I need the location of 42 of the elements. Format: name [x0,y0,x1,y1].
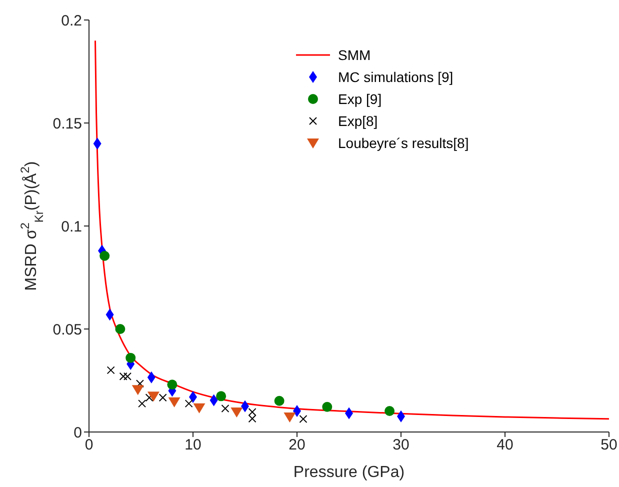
x-tick-label: 30 [392,436,410,454]
point [138,400,146,408]
point [115,324,126,334]
y-tick-label: 0.05 [52,321,82,338]
legend-label: Exp [9] [338,91,382,107]
point [193,403,206,414]
point [322,402,332,412]
x-tick-label: 40 [496,436,514,454]
point [274,396,284,406]
legend-label: MC simulations [9] [338,69,454,85]
legend-label: SMM [338,47,371,63]
y-tick-label: 0.15 [52,115,82,132]
y-tick-label: 0 [74,424,82,442]
point [119,372,128,380]
x-tick-label: 0 [84,436,94,454]
point [216,391,226,402]
legend-label: Exp[8] [338,113,378,129]
x-tick-label: 20 [288,436,306,454]
point [184,400,193,408]
y-tick-label: 0.2 [61,12,82,30]
point [136,380,144,388]
point [106,366,115,374]
legend-label: Loubeyre´s results[8] [338,135,469,151]
point [384,406,395,416]
point [248,414,256,423]
point [284,412,296,422]
x-tick-label: 10 [184,436,202,454]
x-tick-label: 50 [600,436,618,454]
point [221,404,230,413]
point [168,397,180,408]
point [100,250,110,261]
x-axis-title: Pressure (GPa) [293,464,405,481]
point [147,392,160,402]
point [299,415,308,424]
point [158,394,167,402]
point [230,408,243,418]
y-tick-label: 0.1 [61,218,82,236]
point [123,372,132,380]
point [167,380,178,390]
point [248,408,256,416]
point [126,352,136,363]
point [132,385,144,396]
